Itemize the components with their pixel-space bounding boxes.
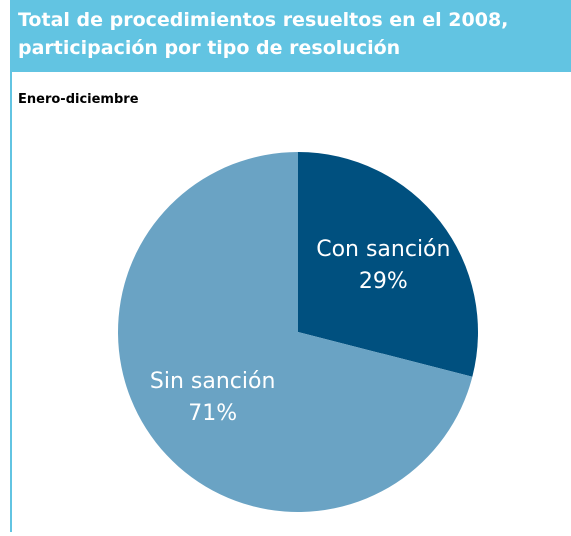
slice-label: Con sanción xyxy=(316,237,450,262)
chart-title: Total de procedimientos resueltos en el … xyxy=(10,0,571,72)
pie-slice xyxy=(298,152,478,377)
slice-label: Sin sanción xyxy=(150,369,276,394)
chart-subtitle: Enero-diciembre xyxy=(18,92,139,107)
pie-slice xyxy=(118,152,473,513)
slice-value: 29% xyxy=(359,269,408,294)
left-rule xyxy=(10,72,12,532)
slice-value: 71% xyxy=(188,401,237,426)
